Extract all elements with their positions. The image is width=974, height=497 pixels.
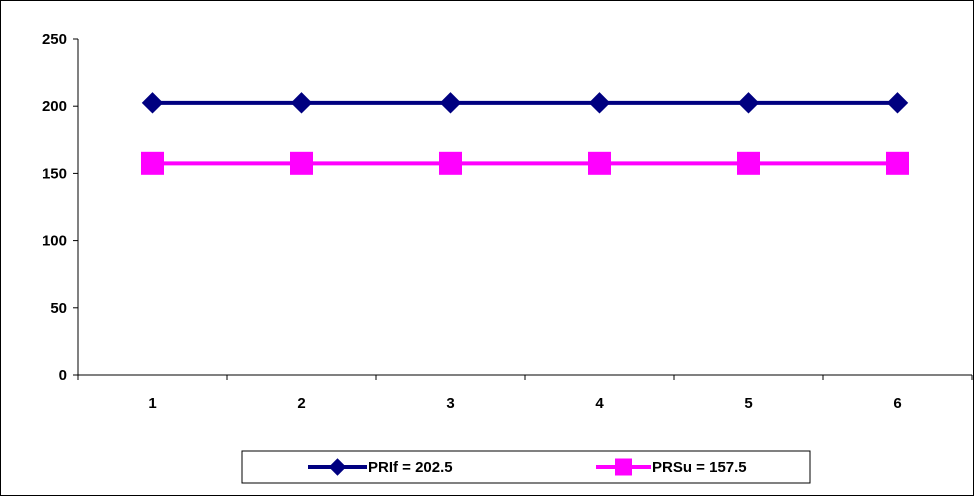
y-tick-label: 250 [42, 31, 67, 48]
y-tick-label: 100 [42, 233, 67, 250]
data-point [141, 151, 164, 175]
y-tick-label: 50 [50, 300, 67, 317]
x-tick-label: 1 [148, 395, 156, 412]
data-point [886, 151, 909, 175]
x-tick-label: 3 [446, 395, 454, 412]
x-tick-label: 4 [595, 395, 604, 412]
data-point [588, 92, 611, 114]
data-point [886, 92, 909, 114]
data-point [737, 151, 760, 175]
data-point [737, 92, 760, 114]
data-point [141, 92, 164, 114]
x-tick-label: 2 [297, 395, 305, 412]
data-point [290, 151, 313, 175]
y-tick-label: 0 [59, 367, 67, 384]
data-point [439, 92, 462, 114]
data-point [290, 92, 313, 114]
x-tick-label: 5 [744, 395, 752, 412]
x-tick-label: 6 [893, 395, 901, 412]
legend-label-1: PRIf = 202.5 [368, 459, 453, 476]
legend-marker-2 [615, 458, 632, 476]
y-tick-label: 200 [42, 98, 67, 115]
legend-marker-1 [328, 458, 347, 476]
legend-label-2: PRSu = 157.5 [652, 459, 747, 476]
y-tick-label: 150 [42, 165, 67, 182]
data-point [588, 151, 611, 175]
data-point [439, 151, 462, 175]
